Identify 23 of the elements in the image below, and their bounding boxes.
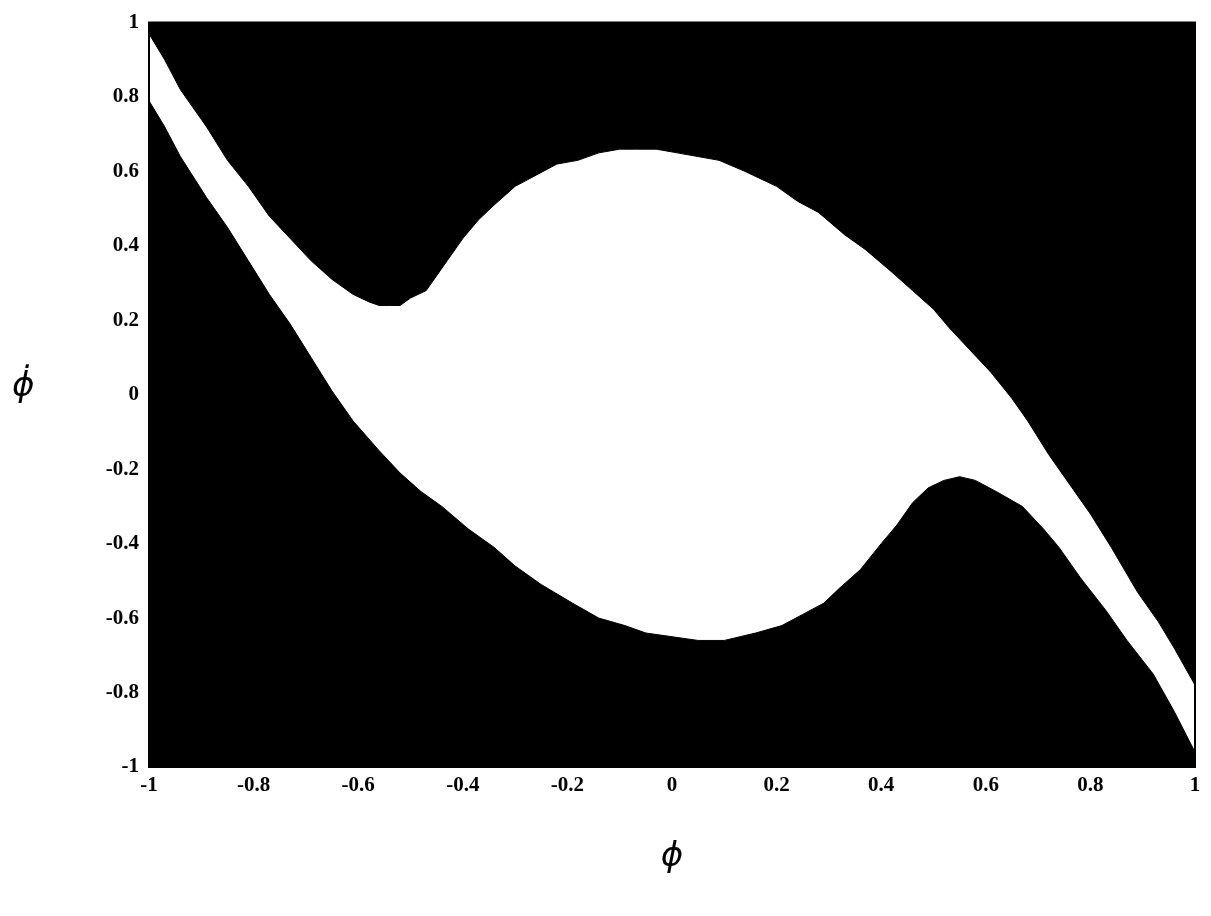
x-tick-label: -0.6 (341, 772, 375, 797)
y-axis-title: ϕ̇ (12, 363, 35, 406)
x-tick-label: 0.8 (1077, 772, 1104, 797)
x-tick-label: 0.4 (868, 772, 895, 797)
y-tick-label: -0.4 (105, 530, 140, 555)
x-tick-label: -0.2 (550, 772, 585, 797)
x-tick-label: 1 (1189, 772, 1201, 797)
y-tick-label: 0.4 (112, 232, 140, 257)
y-tick-label: -0.6 (105, 604, 139, 629)
y-tick-label: 0.8 (112, 83, 139, 108)
x-tick-label: 0.2 (763, 772, 790, 797)
y-tick-label: 0 (128, 381, 139, 406)
y-tick-label: 0.2 (112, 306, 139, 331)
x-axis-title: ϕ (660, 833, 684, 876)
x-tick-label: -0.8 (236, 772, 271, 797)
y-tick-label: 0.6 (112, 157, 139, 182)
y-tick-label: -0.2 (105, 455, 139, 480)
y-tick-label: -1 (121, 753, 139, 778)
y-tick-label: 1 (128, 9, 139, 34)
x-tick-label: 0 (666, 772, 678, 797)
x-tick-label: 0.6 (972, 772, 999, 797)
x-tick-label: -0.4 (446, 772, 480, 797)
y-tick-label: -0.8 (105, 678, 139, 703)
